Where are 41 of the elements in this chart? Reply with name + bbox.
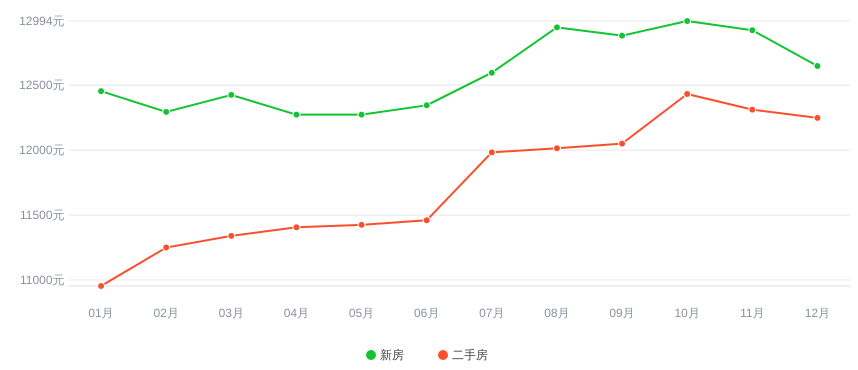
- point: [422, 101, 431, 110]
- x-tick-label: 09月: [609, 306, 635, 320]
- y-tick-label: 12994元: [19, 14, 64, 28]
- x-tick-label: 05月: [348, 306, 374, 320]
- point: [97, 87, 106, 96]
- x-tick-label: 03月: [218, 306, 244, 320]
- x-tick-label: 01月: [88, 306, 114, 320]
- point: [97, 282, 106, 290]
- point: [358, 220, 366, 229]
- x-tick-label: 08月: [544, 306, 570, 320]
- point: [227, 90, 236, 99]
- point: [292, 223, 300, 232]
- y-tick-label: 11500元: [20, 208, 64, 222]
- x-tick-label: 04月: [284, 306, 310, 320]
- point: [748, 106, 756, 114]
- legend-label: 新房: [380, 348, 404, 362]
- point: [488, 68, 496, 77]
- point: [683, 17, 692, 25]
- point: [292, 110, 300, 119]
- point: [422, 216, 431, 224]
- x-tick-label: 02月: [154, 306, 179, 320]
- point: [813, 114, 822, 122]
- y-tick-label: 11000元: [20, 273, 64, 288]
- y-tick-label: 12000元: [19, 143, 64, 158]
- point: [618, 140, 626, 148]
- point: [618, 32, 626, 40]
- x-tick-label: 10月: [674, 306, 700, 320]
- x-tick-label: 11月: [740, 306, 765, 320]
- point: [358, 110, 366, 119]
- point: [162, 108, 170, 116]
- y-tick-label: 12500元: [19, 78, 64, 92]
- x-tick-label: 12月: [804, 306, 830, 320]
- point: [748, 26, 756, 34]
- point: [683, 90, 692, 98]
- legend-label: 二手房: [452, 348, 488, 362]
- point: [488, 148, 496, 156]
- point: [552, 23, 561, 32]
- x-tick-label: 07月: [479, 306, 504, 320]
- x-tick-label: 06月: [414, 306, 440, 320]
- point: [227, 232, 236, 240]
- point: [552, 144, 561, 152]
